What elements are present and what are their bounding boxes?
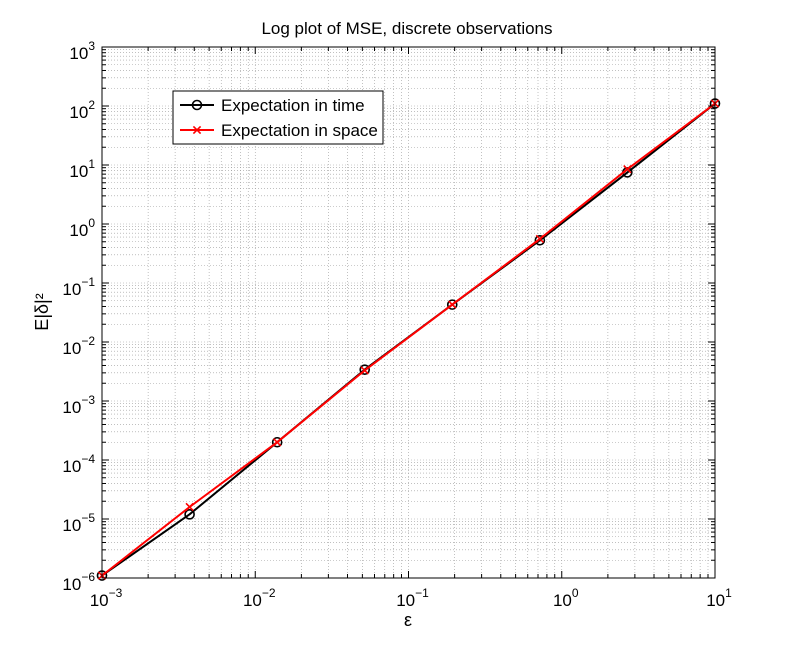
data-point <box>359 364 371 375</box>
y-tick-label: 10−1 <box>62 275 95 299</box>
y-tick-label: 10−5 <box>62 511 95 535</box>
data-point <box>184 509 195 520</box>
x-axis-label: ε <box>404 610 412 630</box>
legend-label: Expectation in time <box>221 96 365 115</box>
x-tick-labels: 10−3 10−2 10−1 100 101 <box>90 586 732 610</box>
x-tick-label: 10−1 <box>396 586 429 610</box>
y-tick-labels: 10−6 10−5 10−4 10−3 10−2 10−1 100 101 102 103 <box>62 39 95 594</box>
y-tick-label: 103 <box>69 39 95 63</box>
legend-marker <box>192 125 202 135</box>
data-point <box>360 366 369 375</box>
legend-entry: Expectation in space <box>180 121 378 140</box>
legend: Expectation in time Expectation in space <box>172 90 384 145</box>
y-tick-label: 102 <box>69 98 95 122</box>
data-point <box>534 234 546 246</box>
y-tick-label: 10−4 <box>62 452 95 476</box>
y-tick-label: 100 <box>69 216 95 240</box>
data-point <box>448 300 457 309</box>
x-tick-label: 101 <box>706 586 732 610</box>
y-tick-label: 101 <box>69 157 95 181</box>
series-layer <box>96 98 721 581</box>
x-tick-label: 10−2 <box>243 586 276 610</box>
chart-title: Log plot of MSE, discrete observations <box>261 19 552 38</box>
y-axis-label: E|δ|² <box>32 293 52 330</box>
legend-box <box>172 90 384 145</box>
y-tick-label: 10−2 <box>62 334 95 358</box>
data-point <box>271 436 283 448</box>
data-point <box>185 502 194 512</box>
x-tick-label: 100 <box>553 586 579 610</box>
data-point <box>273 438 282 447</box>
x-tick-label: 10−3 <box>90 586 123 610</box>
legend-entry: Expectation in time <box>180 96 365 115</box>
legend-label: Expectation in space <box>221 121 378 140</box>
data-point <box>535 234 545 244</box>
series-line <box>101 102 716 577</box>
y-tick-label: 10−6 <box>62 570 95 594</box>
grid-lines <box>102 47 715 578</box>
y-tick-label: 10−3 <box>62 393 95 417</box>
data-point <box>446 299 458 310</box>
data-point <box>623 164 632 174</box>
axis-ticks <box>101 46 716 579</box>
series-2 <box>97 99 720 580</box>
legend-marker <box>191 99 203 111</box>
